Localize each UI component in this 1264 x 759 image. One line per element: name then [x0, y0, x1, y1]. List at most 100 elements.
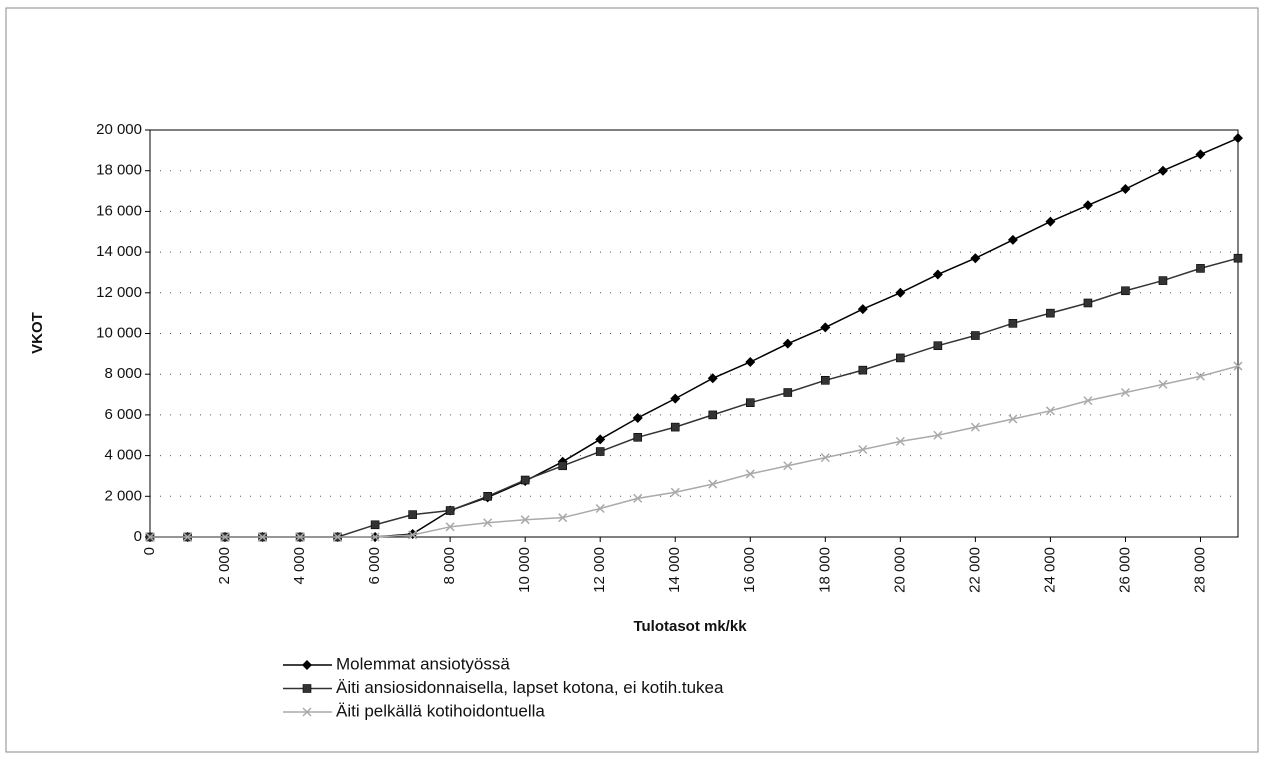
- y-tick-label: 14 000: [96, 243, 142, 260]
- x-tick-label: 10 000: [516, 547, 533, 593]
- x-tick-label: 4 000: [291, 547, 308, 585]
- marker: [708, 479, 718, 489]
- x-tick-label: 20 000: [891, 547, 908, 593]
- marker: [558, 461, 567, 471]
- y-tick-label: 4 000: [104, 447, 142, 464]
- y-axis-title: VKOT: [29, 312, 46, 354]
- marker: [595, 503, 605, 514]
- marker: [1233, 133, 1243, 144]
- marker: [1158, 276, 1168, 285]
- marker: [408, 530, 418, 540]
- y-tick-label: 20 000: [96, 121, 142, 138]
- marker: [1157, 165, 1168, 176]
- marker: [933, 341, 943, 351]
- marker: [520, 515, 530, 525]
- marker: [857, 304, 868, 315]
- marker: [633, 493, 643, 503]
- marker: [895, 436, 905, 446]
- marker: [370, 532, 380, 542]
- marker: [595, 434, 606, 445]
- marker: [782, 338, 793, 349]
- y-tick-label: 8 000: [104, 365, 142, 382]
- marker: [370, 520, 380, 530]
- marker: [858, 365, 868, 375]
- plot-area: [149, 129, 1239, 538]
- marker: [633, 432, 643, 442]
- marker: [858, 444, 868, 455]
- y-tick-label: 16 000: [96, 202, 142, 219]
- marker: [558, 513, 568, 523]
- marker: [783, 461, 793, 471]
- y-tick-label: 18 000: [96, 162, 142, 179]
- marker: [670, 393, 681, 404]
- marker: [1233, 253, 1243, 263]
- marker: [783, 388, 793, 397]
- x-tick-label: 16 000: [741, 547, 758, 593]
- marker: [670, 422, 680, 432]
- y-tick-label: 12 000: [96, 284, 142, 301]
- marker: [1120, 184, 1131, 195]
- marker: [182, 532, 193, 542]
- y-tick-label: 6 000: [104, 406, 142, 423]
- marker: [745, 398, 755, 407]
- marker: [821, 376, 830, 385]
- x-tick-label: 18 000: [816, 547, 833, 593]
- marker: [1120, 387, 1130, 398]
- y-tick-label: 10 000: [96, 324, 142, 341]
- marker: [932, 269, 943, 280]
- x-tick-label: 2 000: [216, 547, 233, 585]
- marker: [745, 469, 755, 479]
- marker: [258, 532, 268, 542]
- marker: [708, 410, 718, 420]
- x-tick-label: 26 000: [1116, 547, 1133, 593]
- marker: [302, 660, 312, 670]
- x-tick-label: 8 000: [441, 547, 458, 585]
- marker: [1083, 396, 1093, 406]
- marker: [302, 684, 312, 693]
- legend-label: Molemmat ansiotyössä: [336, 654, 510, 673]
- marker: [1196, 264, 1205, 273]
- marker: [970, 253, 981, 264]
- x-tick-label: 0: [141, 547, 158, 555]
- marker: [971, 331, 980, 340]
- marker: [1121, 286, 1130, 296]
- x-tick-label: 22 000: [966, 547, 983, 593]
- x-tick-label: 14 000: [666, 547, 683, 593]
- marker: [820, 453, 830, 463]
- legend-label: Äiti ansiosidonnaisella, lapset kotona, …: [336, 678, 724, 697]
- x-tick-label: 24 000: [1041, 547, 1058, 593]
- marker: [333, 532, 343, 542]
- marker: [220, 532, 230, 542]
- marker: [745, 356, 756, 367]
- marker: [896, 353, 905, 363]
- marker: [483, 518, 493, 528]
- marker: [1046, 308, 1055, 318]
- x-axis-title: Tulotasot mk/kk: [633, 618, 747, 635]
- marker: [895, 287, 906, 298]
- marker: [1158, 379, 1168, 389]
- marker: [1195, 371, 1206, 381]
- frame: [5, 7, 1259, 753]
- marker: [970, 422, 980, 432]
- marker: [302, 707, 312, 717]
- marker: [1008, 414, 1018, 424]
- x-tick-label: 28 000: [1191, 547, 1208, 593]
- series-line: [150, 365, 1239, 538]
- marker: [670, 487, 680, 497]
- y-tick-label: 2 000: [104, 487, 142, 504]
- marker: [408, 510, 417, 519]
- marker: [1007, 234, 1018, 245]
- marker: [295, 532, 305, 542]
- series-line: [150, 137, 1239, 538]
- marker: [820, 322, 831, 333]
- marker: [445, 522, 455, 532]
- marker: [483, 491, 492, 501]
- marker: [707, 373, 718, 384]
- marker: [1008, 319, 1018, 328]
- marker: [1083, 298, 1093, 308]
- marker: [632, 412, 643, 423]
- marker: [520, 475, 530, 485]
- legend-label: Äiti pelkällä kotihoidontuella: [336, 701, 545, 720]
- marker: [1045, 406, 1055, 416]
